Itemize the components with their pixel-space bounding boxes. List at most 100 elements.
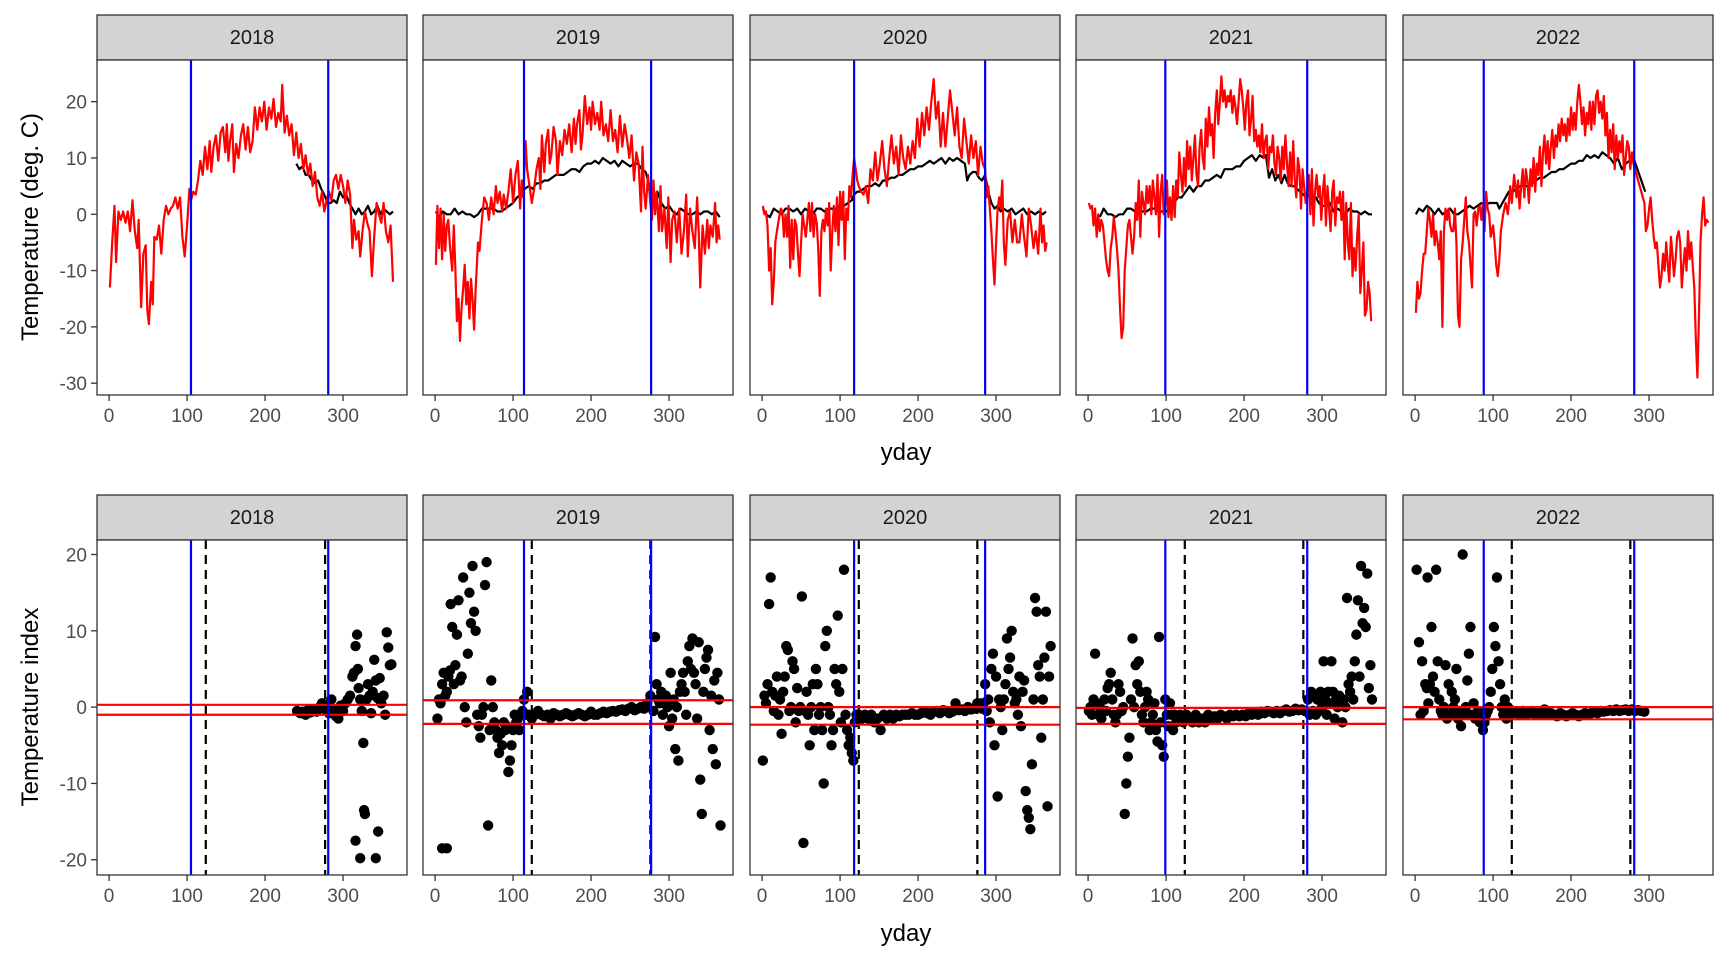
scatter-point xyxy=(707,743,718,755)
facet-strip-label: 2022 xyxy=(1536,27,1581,49)
scatter-point xyxy=(673,755,684,766)
scatter-point xyxy=(1025,824,1036,835)
scatter-point xyxy=(1463,648,1475,659)
scatter-point xyxy=(1365,659,1376,671)
scatter-point xyxy=(1122,751,1134,762)
y-tick-label: -20 xyxy=(60,851,87,872)
scatter-point xyxy=(695,774,706,785)
facet-strip xyxy=(96,494,408,541)
scatter-point xyxy=(1026,759,1038,770)
scatter-point xyxy=(1164,698,1176,709)
plot-content xyxy=(750,540,1060,875)
facet-strip-label: 2018 xyxy=(230,27,275,49)
scatter-point xyxy=(773,709,784,720)
panel-border xyxy=(422,59,734,396)
panel-bottom-2021: 2021 0 100 200 300 xyxy=(1075,494,1387,907)
plot-background xyxy=(1076,60,1386,395)
scatter-point xyxy=(1034,671,1045,682)
y-tick-label: -10 xyxy=(60,774,87,795)
scatter-point xyxy=(662,701,673,713)
x-tick-label: 200 xyxy=(902,406,934,427)
scatter-point xyxy=(1149,698,1160,709)
scatter-point xyxy=(812,679,823,690)
x-tick-label: 300 xyxy=(1306,406,1338,427)
scatter-point xyxy=(801,686,812,698)
scatter-point xyxy=(1114,686,1126,698)
scatter-point xyxy=(1329,713,1340,724)
scatter-point xyxy=(478,701,489,713)
x-tick-label: 0 xyxy=(1410,406,1421,427)
x-tick-label: 0 xyxy=(757,406,768,427)
scatter-point xyxy=(791,682,803,694)
scatter-point xyxy=(1426,621,1437,633)
scatter-point xyxy=(816,724,828,736)
facet-strip xyxy=(1402,14,1714,61)
scatter-point xyxy=(453,595,464,606)
scatter-point xyxy=(1341,592,1353,604)
scatter-point xyxy=(1363,682,1375,694)
panel-bottom-2018: 2018 0 100 200 300 -20 -10 0 10 20 xyxy=(60,494,408,907)
scatter-point xyxy=(992,791,1003,802)
scatter-point xyxy=(1032,659,1044,671)
scatter-point xyxy=(1455,720,1467,732)
plot-content xyxy=(434,60,721,395)
scatter-point xyxy=(432,713,443,724)
scatter-point xyxy=(788,663,800,675)
scatter-point xyxy=(1351,629,1362,640)
facet-strip-label: 2019 xyxy=(556,27,601,49)
scatter-point xyxy=(1023,812,1035,823)
scatter-point xyxy=(470,625,481,637)
scatter-point xyxy=(715,820,726,831)
x-tick-label: 100 xyxy=(1477,406,1509,427)
scatter-point xyxy=(1321,709,1332,720)
scatter-point xyxy=(804,740,815,751)
plot-content xyxy=(423,540,733,875)
scatter-point xyxy=(827,724,839,736)
scatter-point xyxy=(677,667,689,678)
scatter-point xyxy=(989,740,1000,751)
x-tick-label: 300 xyxy=(653,886,685,907)
scatter-point xyxy=(679,686,690,698)
scatter-point xyxy=(353,682,364,694)
scatter-point xyxy=(355,853,366,864)
scatter-point xyxy=(441,686,452,698)
plot-content xyxy=(108,60,395,395)
x-tick-label: 100 xyxy=(824,406,856,427)
scatter-point xyxy=(486,675,497,686)
scatter-point xyxy=(1011,694,1022,705)
scatter-point xyxy=(829,663,840,675)
scatter-point xyxy=(1355,560,1367,572)
scatter-point xyxy=(998,694,1010,705)
panel-bottom-2020: 2020 0 100 200 300 xyxy=(749,494,1061,907)
x-tick-label: 200 xyxy=(575,886,607,907)
scatter-point xyxy=(1352,595,1364,606)
panel-border xyxy=(1075,539,1387,876)
scatter-point xyxy=(1000,679,1011,690)
scatter-point xyxy=(1413,637,1425,648)
x-tick-label: 0 xyxy=(1083,886,1094,907)
facet-strip-label: 2021 xyxy=(1209,507,1254,529)
scatter-point xyxy=(1468,698,1479,709)
facet-strip xyxy=(422,14,734,61)
scatter-point xyxy=(702,644,714,656)
scatter-point xyxy=(1001,633,1013,644)
panel-top-2020: 2020 0 100 200 300 xyxy=(749,14,1061,427)
scatter-point xyxy=(467,560,478,572)
x-tick-label: 200 xyxy=(1228,406,1260,427)
x-tick-label: 0 xyxy=(430,886,441,907)
scatter-point xyxy=(670,743,681,755)
panel-border xyxy=(422,539,734,876)
scatter-point xyxy=(386,659,397,670)
x-tick-label: 100 xyxy=(171,406,203,427)
scatter-point xyxy=(1432,656,1443,667)
scatter-point xyxy=(762,679,773,690)
x-tick-label: 0 xyxy=(1410,886,1421,907)
plot-content xyxy=(761,60,1048,395)
air-temperature-line xyxy=(761,78,1048,306)
scatter-point xyxy=(381,627,392,638)
scatter-point xyxy=(1491,572,1503,583)
scatter-point xyxy=(1099,694,1110,705)
scatter-point xyxy=(1337,717,1348,728)
scatter-point xyxy=(374,672,385,684)
